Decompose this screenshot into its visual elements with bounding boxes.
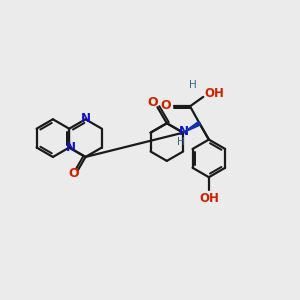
Text: N: N: [80, 112, 91, 125]
Text: O: O: [161, 99, 171, 112]
Text: O: O: [147, 96, 158, 109]
Text: OH: OH: [199, 192, 219, 205]
Polygon shape: [183, 122, 200, 133]
Text: OH: OH: [204, 87, 224, 101]
Text: H: H: [189, 80, 197, 89]
Text: O: O: [69, 167, 79, 180]
Text: H: H: [177, 136, 185, 147]
Text: N: N: [179, 125, 189, 138]
Text: N: N: [66, 141, 76, 154]
